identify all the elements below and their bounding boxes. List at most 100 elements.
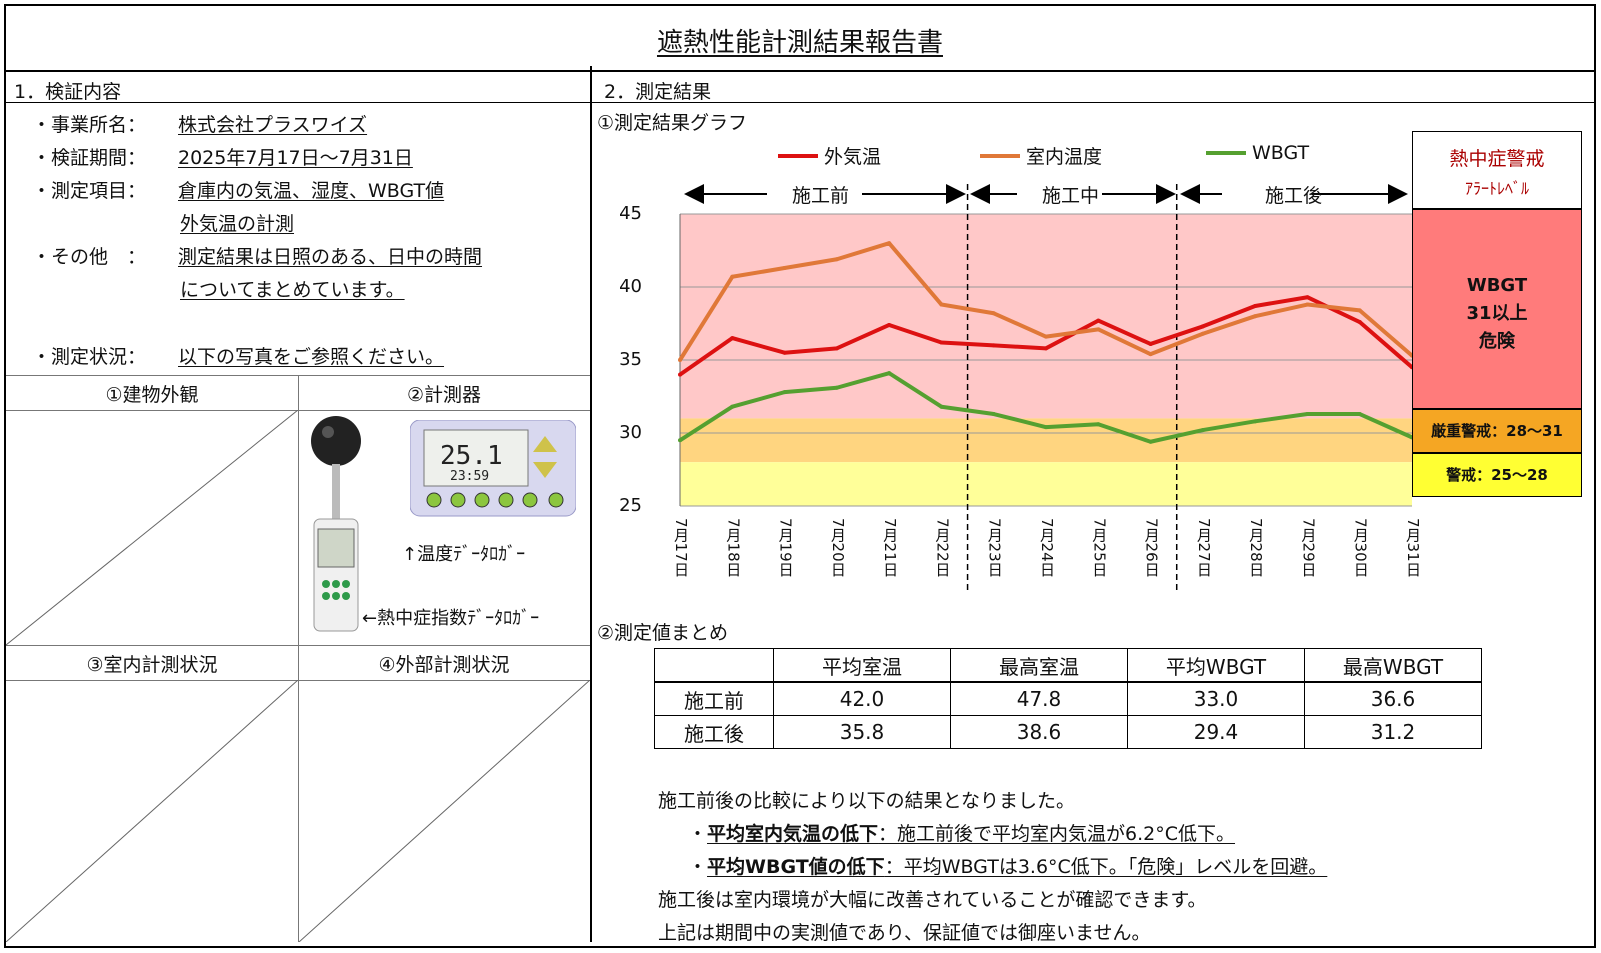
legend-outdoor-swatch bbox=[778, 153, 818, 158]
data-point bbox=[1044, 425, 1048, 430]
data-point bbox=[1200, 324, 1205, 329]
data-point bbox=[887, 371, 892, 376]
status-label: ・測定状況： bbox=[32, 346, 147, 368]
conclusion-line4: 上記は期間中の実測値であり、保証値では御座いません。 bbox=[658, 922, 1151, 944]
table-cell: 36.6 bbox=[1304, 681, 1482, 716]
legend-wbgt: WBGT bbox=[1206, 142, 1309, 164]
summary-table: 平均室温 最高室温 平均WBGT 最高WBGT 施工前 42.0 47.8 33… bbox=[654, 648, 1482, 749]
data-point bbox=[1357, 308, 1362, 313]
x-tick-label: 7月24日 bbox=[1038, 518, 1056, 577]
conclusion-line3: 施工後は室内環境が大幅に改善されていることが確認できます。 bbox=[658, 889, 1207, 911]
data-point bbox=[1305, 295, 1310, 300]
legend-outdoor-label: 外気温 bbox=[824, 146, 882, 168]
table-header-cell: 最高WBGT bbox=[1304, 648, 1482, 683]
legend-indoor: 室内温度 bbox=[980, 142, 1102, 169]
phase-arrows bbox=[684, 184, 1408, 204]
phase-before: 施工前 bbox=[792, 185, 850, 207]
data-point bbox=[782, 266, 787, 271]
y-tick-label: 40 bbox=[619, 276, 642, 297]
x-tick-label: 7月20日 bbox=[828, 518, 847, 577]
alert-danger-box: WBGT 31以上 危険 bbox=[1412, 209, 1582, 409]
period-label: ・検証期間： bbox=[32, 147, 147, 169]
section1-heading: 1．検証内容 bbox=[14, 81, 122, 103]
conclusion-point2-bold: 平均WBGT値の低下 bbox=[707, 856, 885, 878]
items-value: 倉庫内の気温、湿度、WBGT値 bbox=[178, 180, 445, 202]
table-header-cell bbox=[654, 648, 774, 683]
table-cell: 施工前 bbox=[654, 681, 774, 716]
data-point bbox=[1096, 327, 1101, 332]
table-header-row: 平均室温 最高室温 平均WBGT 最高WBGT bbox=[654, 648, 1482, 683]
alert-danger-line3: 危険 bbox=[1479, 331, 1515, 352]
y-tick-label: 30 bbox=[619, 422, 642, 443]
data-point bbox=[782, 350, 787, 355]
table-header-cell: 平均WBGT bbox=[1127, 648, 1305, 683]
office-label: ・事業所名： bbox=[32, 114, 147, 136]
data-point bbox=[834, 385, 839, 390]
conclusion-point1-text: ：施工前後で平均室内気温が6.2°C低下。 bbox=[878, 823, 1236, 845]
x-tick-label: 7月22日 bbox=[933, 518, 952, 577]
conclusion-point2-text: ：平均WBGTは3.6°C低下。「危険」レベルを回避。 bbox=[884, 856, 1328, 878]
table-cell: 29.4 bbox=[1127, 715, 1305, 749]
report-frame: 遮熱性能計測結果報告書 bbox=[4, 4, 1596, 948]
y-tick-label: 35 bbox=[619, 349, 642, 370]
line-chart bbox=[678, 184, 1414, 591]
table-row: 施工前 42.0 47.8 33.0 36.6 bbox=[654, 681, 1482, 716]
data-point bbox=[678, 438, 682, 443]
data-point bbox=[730, 336, 735, 341]
data-point bbox=[1253, 314, 1258, 319]
office-value: 株式会社プラスワイズ bbox=[178, 114, 368, 136]
section2-rule bbox=[592, 102, 1596, 103]
x-tick-label: 7月21日 bbox=[881, 518, 900, 577]
wbgt-logger-caption: ←熱中症指数ﾃﾞｰﾀﾛｶﾞｰ bbox=[362, 608, 540, 629]
table-row: 施工後 35.8 38.6 29.4 31.2 bbox=[654, 715, 1482, 749]
data-point bbox=[1044, 334, 1048, 339]
alert-level-header: 熱中症警戒 ｱﾗｰﾄﾚﾍﾞﾙ bbox=[1412, 131, 1582, 209]
x-tick-label: 7月26日 bbox=[1142, 518, 1161, 577]
band-0 bbox=[680, 214, 1412, 419]
data-point bbox=[730, 404, 735, 409]
column-divider bbox=[590, 66, 592, 942]
photo3-label: ③室内計測状況 bbox=[86, 654, 218, 676]
x-tick-label: 7月17日 bbox=[672, 518, 690, 577]
conclusion-intro: 施工前後の比較により以下の結果となりました。 bbox=[658, 790, 1076, 812]
items-label: ・測定項目： bbox=[32, 180, 147, 202]
data-point bbox=[1253, 303, 1258, 308]
x-tick-label: 7月30日 bbox=[1351, 518, 1370, 577]
data-point bbox=[1044, 346, 1048, 351]
alert-danger-line1: WBGT bbox=[1466, 275, 1528, 296]
photo2-label: ②計測器 bbox=[406, 384, 482, 406]
info-row-office: ・事業所名： 株式会社プラスワイズ bbox=[32, 110, 367, 137]
table-cell: 31.2 bbox=[1304, 715, 1482, 749]
y-tick-label: 45 bbox=[619, 203, 642, 224]
summary-title: ②測定値まとめ bbox=[597, 622, 729, 644]
period-value: 2025年7月17日～7月31日 bbox=[178, 147, 413, 169]
table-cell: 35.8 bbox=[773, 715, 951, 749]
legend-wbgt-swatch bbox=[1206, 151, 1246, 155]
other-label: ・その他 ： bbox=[32, 246, 147, 268]
photo4-label: ④外部計測状況 bbox=[378, 654, 510, 676]
table-cell: 42.0 bbox=[773, 681, 951, 716]
data-point bbox=[1305, 412, 1310, 417]
conclusion-point2: ・平均WBGT値の低下：平均WBGTは3.6°C低下。「危険」レベルを回避。 bbox=[688, 856, 1328, 878]
data-point bbox=[939, 340, 944, 345]
data-point bbox=[678, 372, 682, 377]
x-tick-label: 7月31日 bbox=[1404, 518, 1422, 577]
x-tick-label: 7月18日 bbox=[724, 518, 743, 577]
data-point bbox=[991, 412, 996, 417]
table-cell: 47.8 bbox=[950, 681, 1128, 716]
photo3-placeholder bbox=[6, 680, 298, 942]
alert-subtitle: ｱﾗｰﾄﾚﾍﾞﾙ bbox=[1464, 179, 1529, 198]
alert-title: 熱中症警戒 bbox=[1449, 148, 1545, 170]
photo1-label: ①建物外観 bbox=[105, 384, 199, 406]
data-point bbox=[730, 274, 735, 279]
section2-heading: 2．測定結果 bbox=[604, 81, 712, 103]
data-point bbox=[887, 322, 892, 327]
report-title: 遮熱性能計測結果報告書 bbox=[656, 28, 943, 58]
data-point bbox=[1200, 331, 1205, 336]
data-point bbox=[939, 302, 944, 307]
alert-severe-box: 厳重警戒：28～31 bbox=[1412, 409, 1582, 453]
table-cell: 施工後 bbox=[654, 715, 774, 749]
x-tick-label: 7月19日 bbox=[776, 518, 795, 577]
data-point bbox=[887, 241, 892, 246]
data-point bbox=[1148, 352, 1153, 357]
